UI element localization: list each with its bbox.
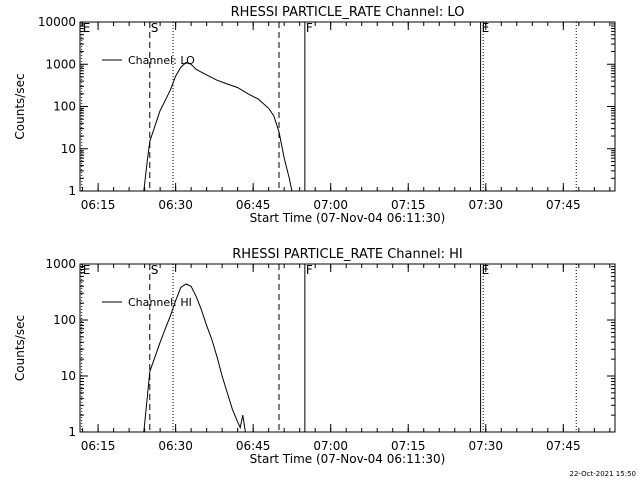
event-marker-label: F [306, 263, 313, 277]
y-tick-label: 10000 [38, 15, 76, 29]
y-axis-label: Counts/sec [13, 315, 27, 381]
series-line [143, 283, 246, 433]
x-axis-label: Start Time (07-Nov-04 06:11:30) [250, 452, 446, 466]
x-tick-label: 06:45 [236, 439, 271, 453]
y-tick-label: 10 [61, 369, 76, 383]
event-marker-label: E [83, 263, 91, 277]
event-marker-label: E [482, 21, 490, 35]
event-marker-label: E [482, 263, 490, 277]
x-tick-label: 07:15 [391, 439, 426, 453]
event-marker-label: S [151, 21, 159, 35]
x-tick-label: 07:30 [468, 198, 503, 212]
x-tick-label: 07:45 [546, 198, 581, 212]
x-tick-label: 07:30 [468, 439, 503, 453]
y-tick-label: 100 [53, 100, 76, 114]
x-tick-label: 07:00 [313, 198, 348, 212]
event-marker-label: F [306, 21, 313, 35]
series-line [143, 61, 293, 192]
chart-panel-lo: RHESSI PARTICLE_RATE Channel: LO 1 10 100 10… [13, 5, 616, 225]
x-axis-label: Start Time (07-Nov-04 06:11:30) [250, 211, 446, 225]
x-tick-label: 06:45 [236, 198, 271, 212]
y-tick-label: 1000 [45, 57, 76, 71]
y-tick-label: 1 [68, 184, 76, 198]
x-tick-label: 07:45 [546, 439, 581, 453]
y-tick-label: 100 [53, 313, 76, 327]
event-marker-label: S [151, 263, 159, 277]
x-tick-label: 06:15 [81, 439, 116, 453]
chart-title: RHESSI PARTICLE_RATE Channel: HI [232, 247, 462, 262]
x-tick-label: 06:30 [158, 439, 193, 453]
y-axis-label: Counts/sec [13, 73, 27, 139]
y-tick-label: 1000 [45, 257, 76, 271]
footer-timestamp: 22-Oct-2021 15:50 [570, 470, 636, 478]
chart-panel-hi: RHESSI PARTICLE_RATE Channel: HI 1 10 100 10… [13, 247, 616, 466]
event-marker-label: E [83, 21, 91, 35]
legend-label: Channel: HI [128, 296, 192, 309]
y-tick-label: 10 [61, 142, 76, 156]
x-tick-label: 06:30 [158, 198, 193, 212]
y-tick-label: 1 [68, 425, 76, 439]
x-tick-label: 06:15 [81, 198, 116, 212]
chart-title: RHESSI PARTICLE_RATE Channel: LO [231, 5, 465, 20]
x-tick-label: 07:15 [391, 198, 426, 212]
plot-frame [79, 263, 616, 433]
x-tick-label: 07:00 [313, 439, 348, 453]
legend-label: Channel: LO [128, 54, 195, 67]
